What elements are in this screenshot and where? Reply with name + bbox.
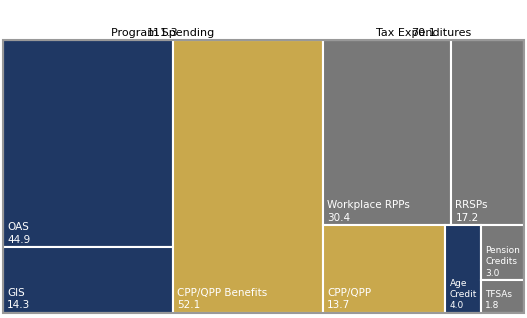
Bar <box>3 247 173 313</box>
Bar <box>323 225 445 313</box>
Text: RRSPs
17.2: RRSPs 17.2 <box>455 200 488 223</box>
Text: CPP/QPP Benefits
52.1: CPP/QPP Benefits 52.1 <box>177 288 268 310</box>
Bar <box>323 40 451 225</box>
Text: Pension
Credits
3.0: Pension Credits 3.0 <box>485 246 520 278</box>
Text: CPP/QPP
13.7: CPP/QPP 13.7 <box>327 288 371 310</box>
Bar <box>481 225 524 280</box>
Bar <box>3 40 524 313</box>
Bar <box>3 40 173 247</box>
Text: Workplace RPPs
30.4: Workplace RPPs 30.4 <box>327 200 410 223</box>
Text: OAS
44.9: OAS 44.9 <box>7 222 31 245</box>
Text: TFSAs
1.8: TFSAs 1.8 <box>485 290 512 310</box>
Bar <box>445 225 481 313</box>
Text: Age
Credit
4.0: Age Credit 4.0 <box>450 279 477 310</box>
Text: 111.3: 111.3 <box>147 17 179 38</box>
Text: 70.1: 70.1 <box>411 17 436 38</box>
Bar <box>451 40 524 225</box>
Text: Tax Expenditures: Tax Expenditures <box>376 28 471 38</box>
Text: GIS
14.3: GIS 14.3 <box>7 288 31 310</box>
Text: Program Spending: Program Spending <box>111 28 214 38</box>
Bar <box>481 280 524 313</box>
Bar <box>173 40 323 313</box>
